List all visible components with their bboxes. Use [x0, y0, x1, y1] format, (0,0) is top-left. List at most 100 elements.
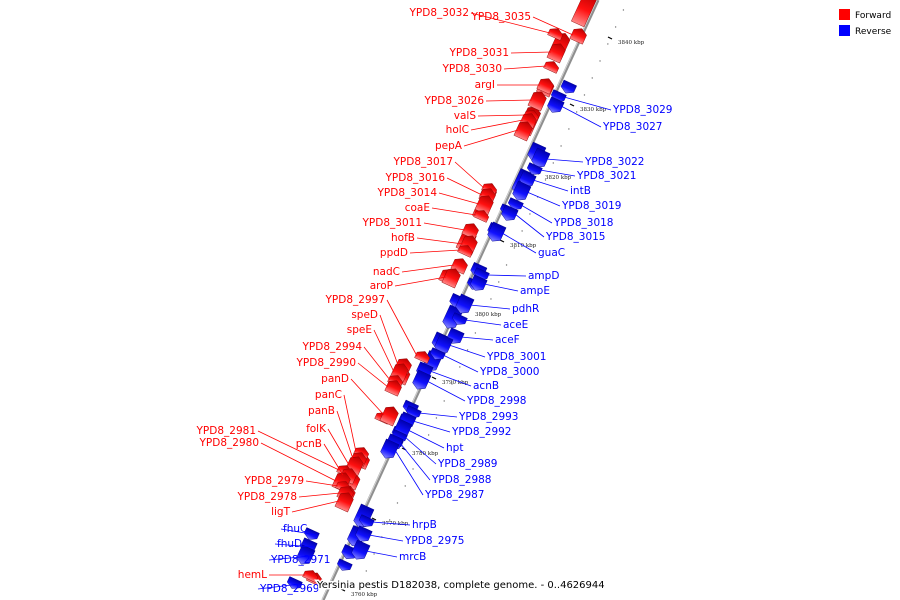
gene-label-ypd8-3011[interactable]: YPD8_3011: [362, 217, 422, 229]
gene-label-ypd8-3018[interactable]: YPD8_3018: [553, 217, 613, 229]
gene-label-ypd8-2997[interactable]: YPD8_2997: [325, 294, 385, 306]
gene-label-ypd8-2988[interactable]: YPD8_2988: [431, 474, 491, 486]
gene-arrow-reverse-extra[interactable]: [559, 79, 577, 96]
gene-label-holc[interactable]: holC: [446, 124, 469, 136]
gene-label-ypd8-3035[interactable]: YPD8_3035: [471, 11, 531, 23]
gene-arrow-argi[interactable]: [536, 76, 556, 95]
gene-arrow-ypd8-3035[interactable]: [569, 26, 589, 45]
gene-label-hrpb[interactable]: hrpB: [412, 519, 437, 531]
gene-arrow-ypd8-3015[interactable]: [500, 204, 519, 224]
gene-arrow-forward-extra[interactable]: [571, 0, 598, 28]
gene-label-pdhr[interactable]: pdhR: [512, 303, 539, 315]
gene-label-coae[interactable]: coaE: [405, 202, 430, 214]
gene-arrow-ypd8-3018[interactable]: [507, 197, 524, 213]
gene-label-ypd8-3022[interactable]: YPD8_3022: [584, 156, 644, 168]
gene-arrow-pepa[interactable]: [513, 119, 534, 142]
gene-label-ypd8-2980[interactable]: YPD8_2980: [199, 437, 259, 449]
gene-arrow-ypd8-3032[interactable]: [547, 26, 565, 41]
gene-arrow-hrpb[interactable]: [358, 514, 375, 530]
gene-label-nadc[interactable]: nadC: [373, 266, 400, 278]
gene-arrow-ypd8-2998[interactable]: [411, 369, 432, 392]
gene-label-pepa[interactable]: pepA: [435, 140, 463, 152]
gene-arrow-ppdd[interactable]: [457, 243, 475, 258]
gene-arrow-acee[interactable]: [451, 312, 468, 328]
gene-arrow-ypd8-2997[interactable]: [414, 349, 432, 364]
gene-label-hpt[interactable]: hpt: [446, 442, 463, 454]
gene-label-spee[interactable]: speE: [347, 324, 372, 336]
gene-label-argi[interactable]: argI: [475, 79, 495, 91]
gene-label-ypd8-2992[interactable]: YPD8_2992: [451, 426, 511, 438]
gene-arrow-ypd8-2987[interactable]: [379, 438, 400, 461]
gene-label-ypd8-2990[interactable]: YPD8_2990: [296, 357, 356, 369]
gene-label-ypd8-3019[interactable]: YPD8_3019: [561, 200, 621, 212]
gene-label-ypd8-3027[interactable]: YPD8_3027: [602, 121, 662, 133]
gene-arrow-arop[interactable]: [441, 266, 462, 289]
gene-label-ypd8-3014[interactable]: YPD8_3014: [377, 187, 438, 199]
gene-arrow-ypd8-3022[interactable]: [530, 147, 551, 170]
gene-label-ampe[interactable]: ampE: [520, 285, 550, 297]
gene-label-ypd8-3017[interactable]: YPD8_3017: [393, 156, 453, 168]
gene-label-guac[interactable]: guaC: [538, 247, 565, 259]
gene-label-sped[interactable]: speD: [351, 309, 378, 321]
gene-arrow-ypd8-3027[interactable]: [546, 96, 565, 116]
gene-arrow-reverse-extra[interactable]: [336, 558, 353, 574]
gene-arrow-pand[interactable]: [379, 404, 400, 427]
gene-arrow-ligt[interactable]: [334, 490, 355, 513]
gene-label-ppdd[interactable]: ppdD: [380, 247, 408, 259]
gene-label-ypd8-3031[interactable]: YPD8_3031: [449, 47, 509, 59]
gene-arrow-ypd8-3000[interactable]: [429, 347, 446, 363]
gene-arrow-ypd8-2990[interactable]: [384, 378, 404, 397]
gene-label-vals[interactable]: valS: [454, 110, 477, 122]
gene-label-acnb[interactable]: acnB: [473, 380, 499, 392]
gene-label-ypd8-3016[interactable]: YPD8_3016: [385, 172, 446, 184]
gene-arrow-heml[interactable]: [302, 568, 320, 583]
gene-label-acee[interactable]: aceE: [503, 319, 528, 331]
gene-label-ypd8-2998[interactable]: YPD8_2998: [466, 395, 526, 407]
gene-label-pcnb[interactable]: pcnB: [296, 438, 322, 450]
gene-label-heml[interactable]: hemL: [238, 569, 267, 581]
gene-arrow-ypd8-3031[interactable]: [546, 41, 567, 64]
gene-label-fhuc[interactable]: fhuC: [283, 523, 307, 535]
gene-label-ypd8-3001[interactable]: YPD8_3001: [486, 351, 546, 363]
gene-label-panc[interactable]: panC: [315, 389, 342, 401]
gene-label-ypd8-2993[interactable]: YPD8_2993: [458, 411, 518, 423]
gene-label-hofb[interactable]: hofB: [391, 232, 415, 244]
gene-label-fhud[interactable]: fhuD: [277, 538, 302, 550]
gene-label-ypd8-2989[interactable]: YPD8_2989: [437, 458, 497, 470]
gene-label-panb[interactable]: panB: [308, 405, 335, 417]
gene-label-intb[interactable]: intB: [570, 185, 591, 197]
gene-label-mrcb[interactable]: mrcB: [399, 551, 426, 563]
gene-label-ypd8-2987[interactable]: YPD8_2987: [424, 489, 484, 501]
gene-label-ypd8-3021[interactable]: YPD8_3021: [576, 170, 636, 182]
gene-arrow-coae[interactable]: [473, 208, 491, 223]
gene-label-ypd8-2981[interactable]: YPD8_2981: [196, 425, 256, 437]
gene-arrow-pdhr[interactable]: [454, 293, 475, 316]
gene-label-ypd8-3000[interactable]: YPD8_3000: [479, 366, 539, 378]
gene-label-ypd8-2979[interactable]: YPD8_2979: [244, 475, 304, 487]
gene-arrow-ypd8-3030[interactable]: [543, 59, 561, 74]
gene-label-ypd8-2969[interactable]: YPD8_2969: [259, 583, 319, 595]
gene-label-ligt[interactable]: ligT: [271, 506, 290, 518]
gene-label-ypd8-2975[interactable]: YPD8_2975: [404, 535, 464, 547]
gene-arrow-ypd8-3026[interactable]: [527, 89, 548, 112]
gene-arrow-ypd8-3019[interactable]: [511, 180, 532, 203]
gene-arrow-guac[interactable]: [486, 221, 507, 244]
gene-label-ypd8-2978[interactable]: YPD8_2978: [237, 491, 297, 503]
gene-label-arop[interactable]: aroP: [370, 280, 393, 292]
gene-label-ypd8-2994[interactable]: YPD8_2994: [302, 341, 363, 353]
gene-label-pand[interactable]: panD: [321, 373, 349, 385]
gene-arrow-ypd8-2975[interactable]: [354, 525, 373, 545]
gene-label-acef[interactable]: aceF: [495, 334, 520, 346]
gene-label-ypd8-3029[interactable]: YPD8_3029: [612, 104, 672, 116]
gene-label-ampd[interactable]: ampD: [528, 270, 559, 282]
gene-arrow-fhuc[interactable]: [303, 527, 320, 543]
gene-arrow-mrcb[interactable]: [350, 539, 371, 562]
gene-arrow-ypd8-2969[interactable]: [286, 576, 303, 592]
gene-label-ypd8-3030[interactable]: YPD8_3030: [442, 63, 502, 75]
gene-label-ypd8-3026[interactable]: YPD8_3026: [424, 95, 485, 107]
gene-arrow-ypd8-3021[interactable]: [526, 162, 543, 178]
gene-arrow-ypd8-2971[interactable]: [295, 544, 316, 567]
gene-arrow-ampe[interactable]: [469, 274, 488, 294]
gene-label-ypd8-2971[interactable]: YPD8_2971: [270, 554, 330, 566]
gene-label-ypd8-3015[interactable]: YPD8_3015: [545, 231, 605, 243]
